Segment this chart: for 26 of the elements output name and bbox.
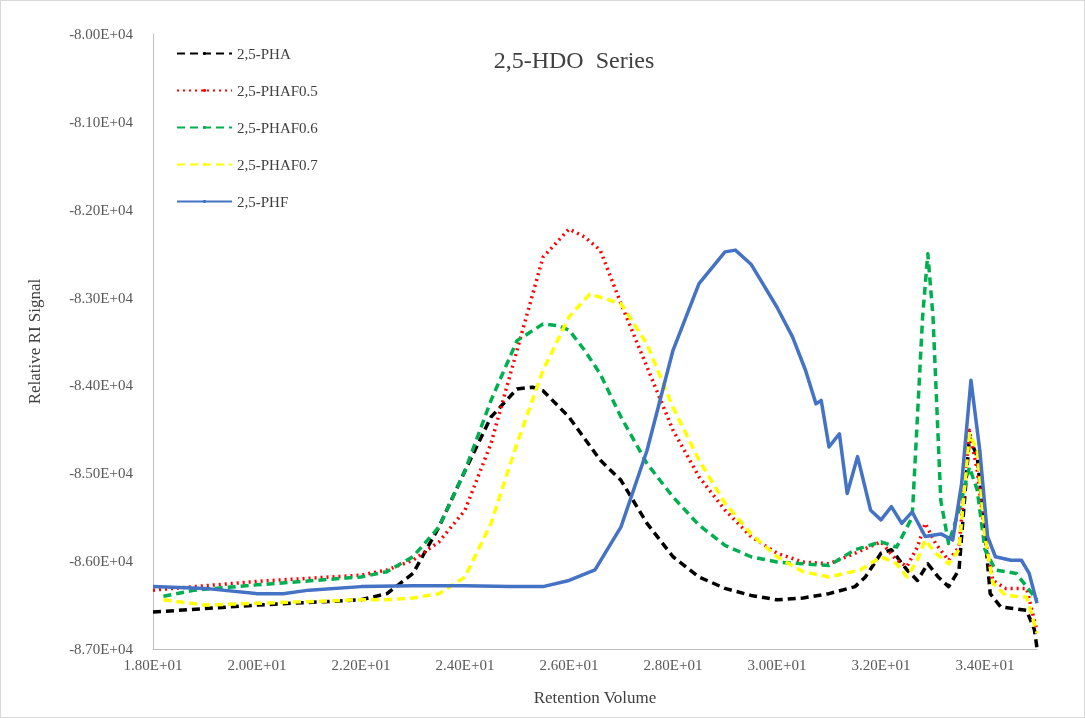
legend-label: 2,5-PHA: [237, 45, 291, 62]
y-tick-label: -8.40E+04: [69, 377, 134, 394]
y-tick-label: -8.10E+04: [69, 113, 134, 130]
y-tick-label: -8.60E+04: [69, 553, 134, 570]
x-tick-label: 3.40E+01: [955, 656, 1015, 673]
y-tick-label: -8.70E+04: [69, 641, 134, 657]
legend-label: 2,5-PHAF0.7: [237, 156, 319, 173]
text: 2,5-HDO Series: [493, 47, 655, 73]
legend-label: 2,5-PHAF0.6: [237, 119, 319, 136]
y-tick-label: -8.30E+04: [69, 289, 134, 306]
x-tick-label: 2.20E+01: [331, 656, 391, 673]
y-tick-label: -8.00E+04: [69, 26, 134, 42]
x-tick-label: 2.80E+01: [643, 656, 703, 673]
x-tick-label: 2.40E+01: [435, 656, 495, 673]
x-tick-label: 2.60E+01: [539, 656, 599, 673]
y-axis-title: Relative RI Signal: [25, 278, 44, 405]
x-tick-label: 1.80E+01: [123, 656, 183, 673]
line-series: [161, 292, 1039, 635]
legend-label: 2,5-PHF: [237, 193, 289, 210]
x-axis-title: Retention Volume: [533, 688, 657, 707]
x-tick-label: 2.00E+01: [227, 656, 287, 673]
x-tick-label: 3.00E+01: [747, 656, 807, 673]
y-tick-label: -8.50E+04: [69, 465, 134, 482]
x-tick-label: 3.20E+01: [851, 656, 911, 673]
legend-label: 2,5-PHAF0.5: [237, 82, 318, 99]
y-tick-label: -8.20E+04: [69, 201, 134, 218]
